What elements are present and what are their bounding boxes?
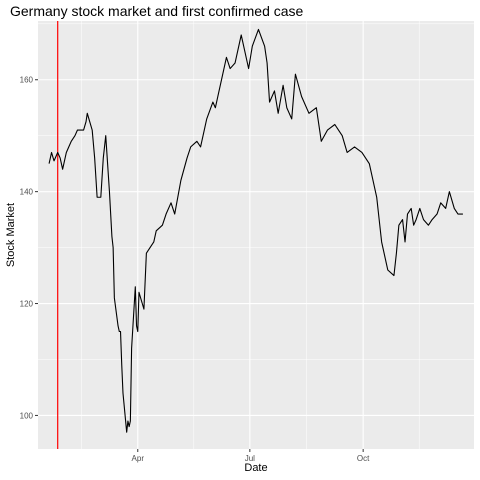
y-axis: 100 120 140 160 [20,76,38,420]
x-tick-label: Oct [357,454,370,463]
y-tick-label: 100 [20,411,34,420]
x-axis: Apr Jul Oct [132,449,370,463]
y-tick-label: 120 [20,300,34,309]
y-tick-label: 160 [20,76,34,85]
plot-panel [38,21,474,449]
x-axis-title: Date [244,462,267,474]
chart-title: Germany stock market and first confirmed… [10,3,304,19]
grid-lines [38,21,474,449]
x-tick-label: Jul [245,454,255,463]
x-tick-label: Apr [132,454,145,463]
y-axis-title: Stock Market [5,203,17,267]
y-tick-label: 140 [20,188,34,197]
series-line [48,28,463,433]
